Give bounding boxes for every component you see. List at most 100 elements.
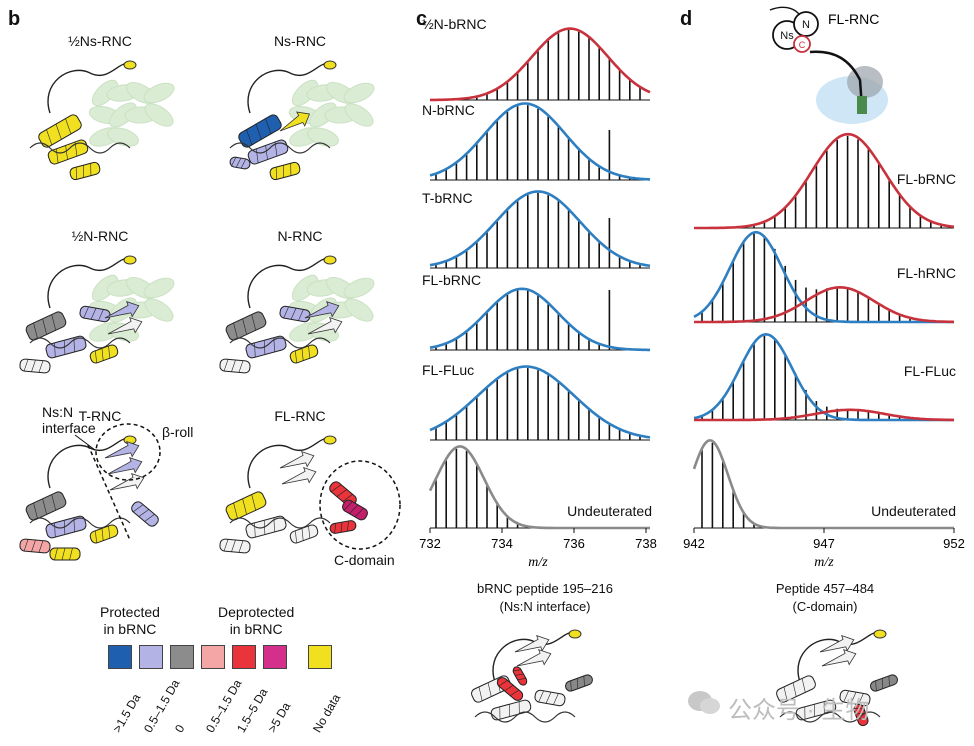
beta-strand: [821, 648, 857, 667]
c-domain-circle: [319, 460, 401, 550]
helix: [534, 689, 566, 707]
trace-label: T-bRNC: [422, 190, 473, 206]
domain-label: N: [802, 19, 810, 31]
ns-n-interface-label: Ns:N interface: [42, 404, 96, 436]
fitted-envelope: [429, 287, 650, 352]
beta-strand: [107, 456, 143, 475]
domain-circle: [793, 35, 811, 53]
domain-circle: [793, 11, 819, 37]
structure-title: ½N-RNC: [71, 228, 129, 244]
panel-b-letter: b: [8, 8, 21, 30]
domain-label: Ns: [780, 30, 794, 42]
trna: [857, 96, 867, 114]
coil: [779, 711, 881, 723]
trace-label: N-bRNC: [422, 102, 475, 118]
spectrum-trace: ½N-bRNC: [422, 16, 651, 102]
fitted-envelope: [429, 365, 651, 439]
structure-title: N-RNC: [277, 228, 323, 244]
structure-title: ½Ns-RNC: [68, 33, 132, 49]
panel-d-spectra: Ns NC FL-RNC FL-bRNC FL-hRNC FL-FLuc Undeutera…: [683, 6, 965, 570]
legend-swatch-label: No data: [310, 691, 344, 735]
protein-structure: [219, 435, 368, 554]
spectrum-trace: T-bRNC: [422, 190, 651, 269]
beta-strand: [109, 472, 145, 491]
fitted-envelope: [428, 445, 650, 530]
loop-helix: [873, 629, 887, 639]
helix: [565, 674, 593, 692]
ribosome-tunnel: [847, 66, 883, 98]
fl-rnc-schematic: Ns NC FL-RNC: [769, 6, 888, 124]
spectrum-trace: Undeuterated: [692, 438, 956, 530]
fitted-envelope: [430, 27, 651, 102]
fitted-envelope: [694, 285, 955, 324]
loop-helix: [323, 435, 337, 445]
trace-label: FL-bRNC: [897, 171, 956, 187]
coil: [29, 517, 131, 529]
spectrum-trace: FL-hRNC: [693, 230, 956, 324]
loop: [47, 63, 131, 114]
wechat-icon: [688, 691, 720, 714]
legend-swatch-label: >5 Da: [265, 699, 294, 735]
protein-structure: [219, 255, 375, 374]
structure-title: Ns-RNC: [273, 33, 327, 49]
panel-d-x-axis: 942 947 952 m/z: [683, 528, 965, 570]
trace-label: Undeuterated: [871, 503, 956, 519]
legend-swatch: [139, 645, 163, 669]
legend-swatch-label: 0: [172, 722, 188, 735]
panel-c-letter: c: [416, 8, 428, 30]
legend-swatch: [308, 645, 332, 669]
x-tick-label: 947: [813, 536, 835, 551]
trace-label: FL-bRNC: [422, 272, 481, 288]
panel-c-caption: bRNC peptide 195–216 (Ns:N interface): [477, 581, 613, 614]
domain-label: C: [799, 40, 806, 50]
beta-roll-circle: [95, 423, 161, 481]
fitted-envelope: [693, 230, 954, 324]
legend-swatch-label: >1.5 Da: [110, 691, 144, 735]
beta-strand: [279, 111, 310, 132]
x-tick-label: 734: [491, 536, 513, 551]
x-axis-label: m/z: [528, 555, 548, 570]
coil: [229, 142, 331, 154]
nascent-chain: [809, 50, 864, 109]
trace-label: Undeuterated: [567, 503, 652, 519]
fitted-envelope: [429, 102, 651, 181]
loop: [247, 258, 331, 309]
beta-strand: [516, 648, 552, 667]
helix: [512, 666, 528, 686]
beta-strand: [514, 634, 550, 653]
beta-strand: [819, 634, 855, 653]
panel-d-letter: d: [680, 8, 693, 30]
legend-swatch: [170, 645, 194, 669]
beta-roll-label: β-roll: [162, 424, 194, 440]
trace-label: FL-FLuc: [904, 363, 956, 379]
peptide-structure: [776, 629, 898, 727]
spectrum-trace: Undeuterated: [428, 445, 652, 530]
loop: [247, 438, 331, 489]
schematic-title: FL-RNC: [828, 11, 879, 27]
watermark: 公众号 · 生物: [728, 697, 870, 724]
x-tick-label: 738: [635, 536, 657, 551]
beta-strand: [104, 300, 140, 319]
loop-helix: [323, 60, 337, 70]
fitted-envelope: [429, 190, 651, 268]
loop: [247, 63, 331, 114]
legend-swatch: [108, 645, 132, 669]
legend-deprotected-label: Deprotected in bRNC: [218, 604, 295, 637]
interface-pointer: [74, 434, 96, 451]
protein-structure: [229, 60, 375, 181]
spectrum-trace: FL-bRNC: [694, 132, 956, 230]
coil: [474, 711, 576, 723]
beta-strand: [307, 316, 343, 335]
panel-c-spectra: ½N-bRNC N-bRNC T-bRNC FL-bRNC FL-FLuc Undeute…: [419, 16, 657, 570]
coil: [229, 517, 331, 529]
legend-swatch: [201, 645, 225, 669]
beta-strand: [304, 300, 340, 319]
protein-structure: [29, 60, 175, 181]
panel-d-caption: Peptide 457–484 (C-domain): [775, 581, 875, 614]
beta-strand: [279, 450, 315, 469]
loop-helix: [123, 60, 137, 70]
protein-structure: [19, 255, 175, 374]
spectrum-trace: N-bRNC: [422, 102, 651, 181]
trace-label: ½N-bRNC: [422, 16, 487, 32]
panel-c-x-axis: 732 734 736 738 m/z: [419, 528, 657, 570]
